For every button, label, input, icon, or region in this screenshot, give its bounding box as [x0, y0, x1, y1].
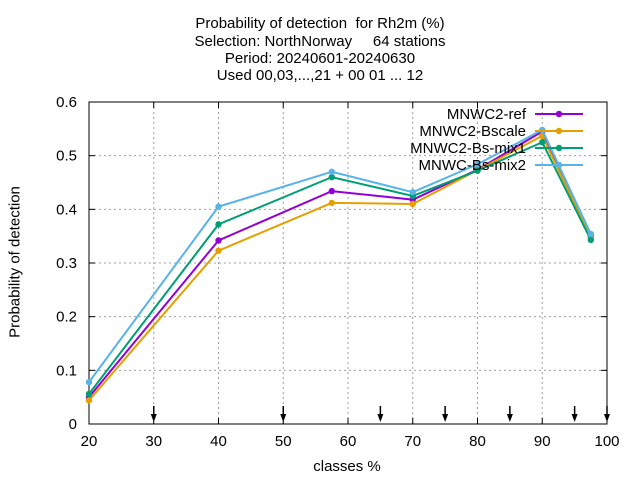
data-point — [587, 230, 595, 238]
legend-label: MNWC-Bs-mix2 — [419, 157, 526, 174]
series-3 — [85, 126, 595, 386]
x-tick-label: 60 — [340, 433, 357, 450]
y-tick-label: 0.3 — [56, 255, 77, 272]
data-point — [474, 161, 481, 168]
y-tick-label: 0.2 — [56, 309, 77, 326]
data-point — [409, 200, 416, 208]
series-line — [88, 134, 592, 402]
data-point — [328, 173, 336, 181]
y-tick-label: 0.5 — [56, 148, 77, 165]
data-point — [215, 203, 222, 210]
data-point — [539, 126, 546, 134]
data-point — [215, 237, 222, 244]
data-point — [85, 378, 93, 386]
data-point — [587, 236, 595, 244]
data-point — [85, 397, 93, 404]
x-axis-title: classes % — [313, 458, 381, 475]
y-tick-label: 0 — [69, 416, 77, 433]
x-tick-label: 40 — [210, 433, 227, 450]
class-marker-arrow-head — [604, 414, 610, 422]
chart-title-line-4: Used 00,03,...,21 + 00 01 ... 12 — [216, 67, 424, 84]
data-point — [85, 390, 93, 398]
legend-marker — [555, 161, 563, 169]
legend-label: MNWC2-ref — [447, 106, 527, 123]
x-tick-label: 30 — [145, 433, 162, 450]
x-tick-label: 80 — [469, 433, 486, 450]
y-tick-label: 0.4 — [56, 201, 77, 218]
data-point — [328, 199, 336, 207]
class-marker-arrow-head — [280, 414, 287, 422]
class-marker-arrow-head — [377, 414, 384, 422]
data-point — [409, 188, 416, 196]
chart-title-line-1: Probability of detection for Rh2m (%) — [195, 15, 445, 32]
x-tick-label: 50 — [275, 433, 292, 450]
class-marker-arrow-head — [571, 414, 578, 422]
chart-title-line-3: Period: 20240601-20240630 — [224, 50, 416, 67]
legend-marker — [555, 144, 563, 152]
chart-title-line-2: Selection: NorthNorway 64 stations — [194, 33, 446, 50]
y-tick-label: 0.6 — [56, 94, 77, 111]
y-axis-title: Probability of detection — [6, 186, 24, 338]
data-point — [215, 221, 222, 228]
data-point — [539, 139, 546, 146]
data-point — [328, 187, 336, 195]
legend-label: MNWC2-Bscale — [419, 123, 526, 140]
series-2 — [85, 139, 595, 398]
data-point — [215, 247, 222, 254]
data-point — [474, 167, 481, 174]
data-point — [328, 168, 336, 175]
x-tick-label: 70 — [404, 433, 421, 450]
x-tick-label: 100 — [594, 433, 619, 450]
x-tick-label: 90 — [534, 433, 551, 450]
legend-marker — [555, 127, 563, 135]
x-tick-label: 20 — [81, 433, 98, 450]
class-marker-arrow-head — [506, 414, 513, 422]
legend-marker — [555, 110, 563, 118]
class-marker-arrow-head — [150, 414, 157, 422]
y-tick-label: 0.1 — [56, 362, 77, 379]
class-marker-arrow-head — [442, 414, 449, 422]
legend-label: MNWC2-Bs-mix1 — [410, 140, 526, 157]
series-line — [88, 140, 592, 395]
